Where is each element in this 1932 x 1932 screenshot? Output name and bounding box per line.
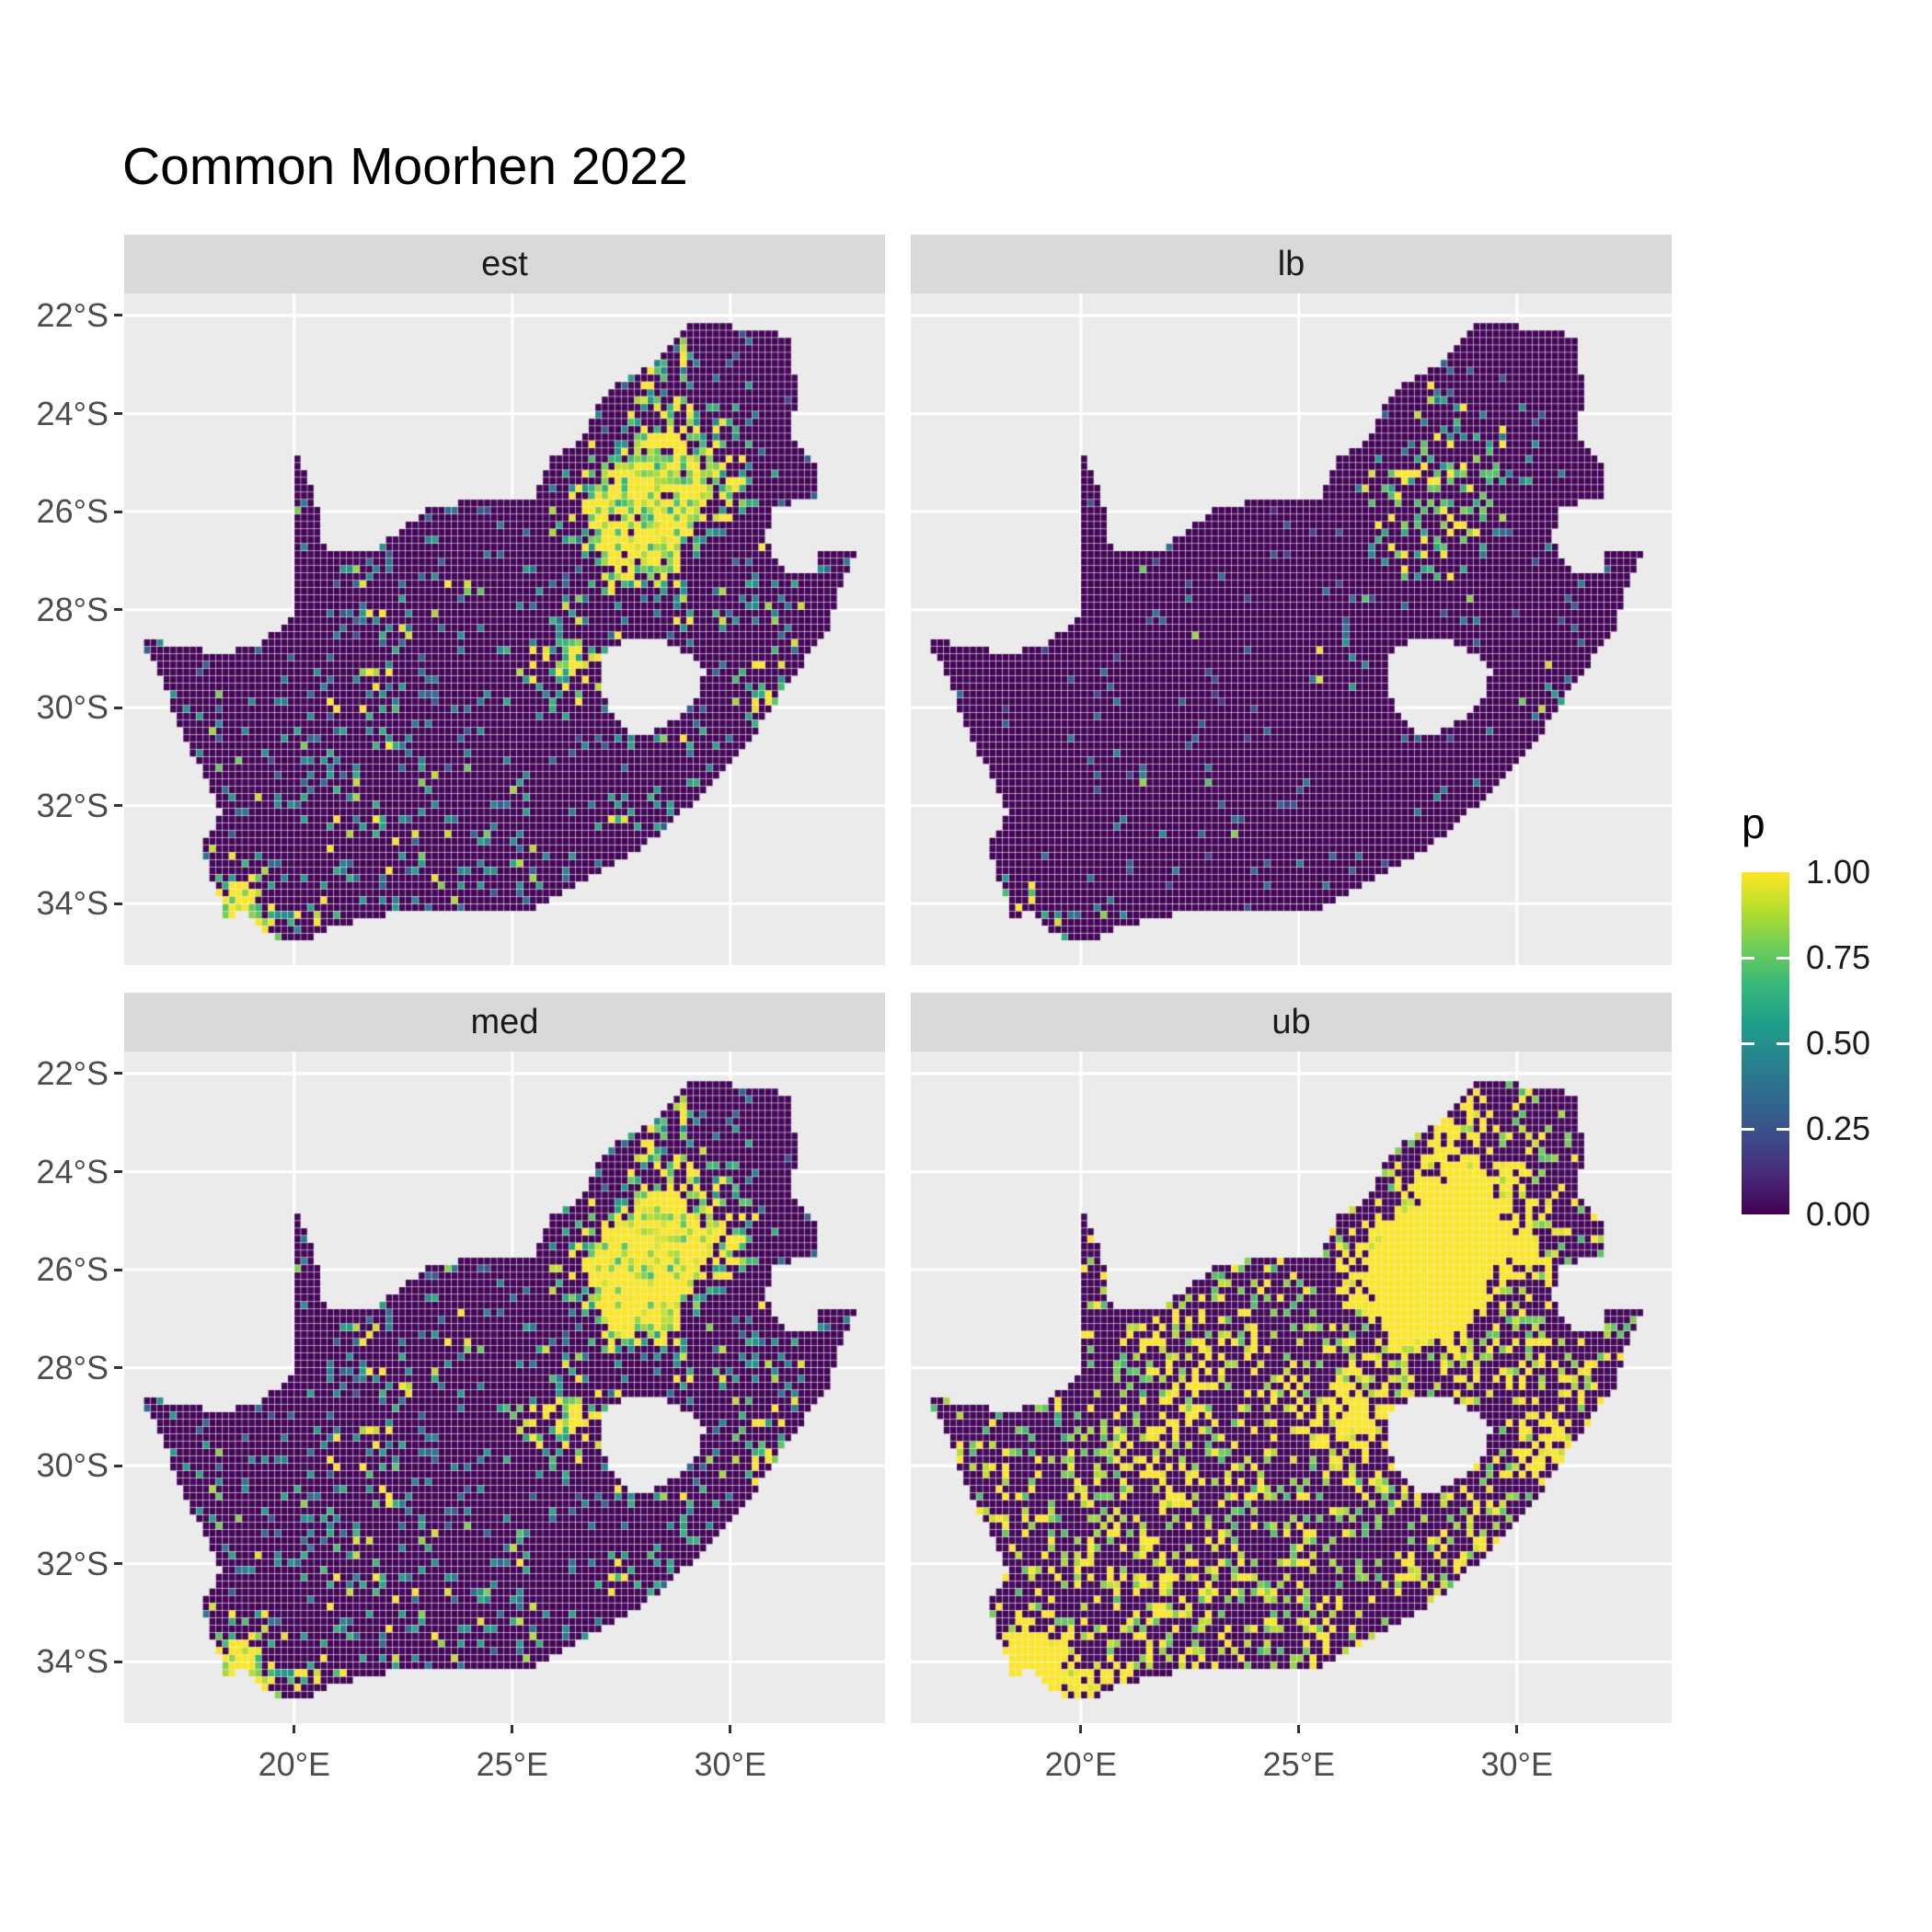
x-axis-label: 25°E [476,1745,548,1783]
legend-label: 0.75 [1806,938,1871,976]
y-axis-label: 32°S [36,1544,109,1582]
facet-strip-est: est [124,235,885,293]
x-axis-tick [293,1725,296,1733]
y-axis-tick [114,1660,122,1663]
y-axis-label: 34°S [36,884,109,923]
x-axis-tick [729,1725,732,1733]
y-axis-tick [114,804,122,808]
y-axis-tick [114,1562,122,1566]
y-axis-label: 30°S [36,688,109,727]
y-axis-tick [114,1268,122,1271]
legend-colorbar [1742,872,1789,1214]
y-axis-tick [114,1072,122,1075]
legend-label: 1.00 [1806,853,1871,891]
map-panel-est [124,293,885,965]
y-axis-label: 22°S [36,295,109,334]
facet-strip-label: est [481,244,528,283]
x-axis-label: 20°E [1044,1745,1118,1783]
y-axis-tick [114,608,122,612]
facet-strip-label: med [470,1002,539,1041]
legend-label: 0.25 [1806,1110,1871,1147]
y-axis-label: 24°S [36,394,109,432]
facet-strip-label: ub [1271,1002,1311,1041]
facet-strip-med: med [124,993,885,1052]
legend-label: 0.00 [1806,1195,1871,1233]
legend-label: 0.50 [1806,1024,1871,1062]
x-axis-label: 30°E [694,1745,766,1783]
y-axis-label: 26°S [36,492,109,531]
y-axis-tick [114,314,122,317]
y-axis-label: 28°S [36,590,109,628]
y-axis-label: 22°S [36,1053,109,1092]
y-axis-label: 28°S [36,1348,109,1386]
facet-strip-lb: lb [911,235,1672,293]
y-axis-tick [114,1170,122,1174]
y-axis-tick [114,902,122,905]
y-axis-label: 30°S [36,1446,109,1485]
plot-title: Common Moorhen 2022 [122,137,688,196]
x-axis-tick [1297,1725,1301,1733]
map-panel-lb [911,293,1672,965]
x-axis-label: 25°E [1262,1745,1335,1783]
x-axis-label: 20°E [258,1745,331,1783]
facet-strip-label: lb [1277,244,1305,283]
x-axis-tick [1079,1725,1083,1733]
x-axis-tick [511,1725,514,1733]
y-axis-label: 24°S [36,1152,109,1190]
facet-strip-ub: ub [911,993,1672,1052]
y-axis-label: 26°S [36,1250,109,1289]
y-axis-tick [114,706,122,709]
x-axis-tick [1515,1725,1519,1733]
map-panel-med [124,1052,885,1723]
y-axis-tick [114,510,122,513]
map-panel-ub [911,1052,1672,1723]
x-axis-label: 30°E [1480,1745,1553,1783]
y-axis-tick [114,1366,122,1370]
y-axis-label: 34°S [36,1642,109,1681]
y-axis-tick [114,412,122,416]
legend-title: p [1742,799,1765,847]
y-axis-label: 32°S [36,786,109,824]
y-axis-tick [114,1464,122,1467]
